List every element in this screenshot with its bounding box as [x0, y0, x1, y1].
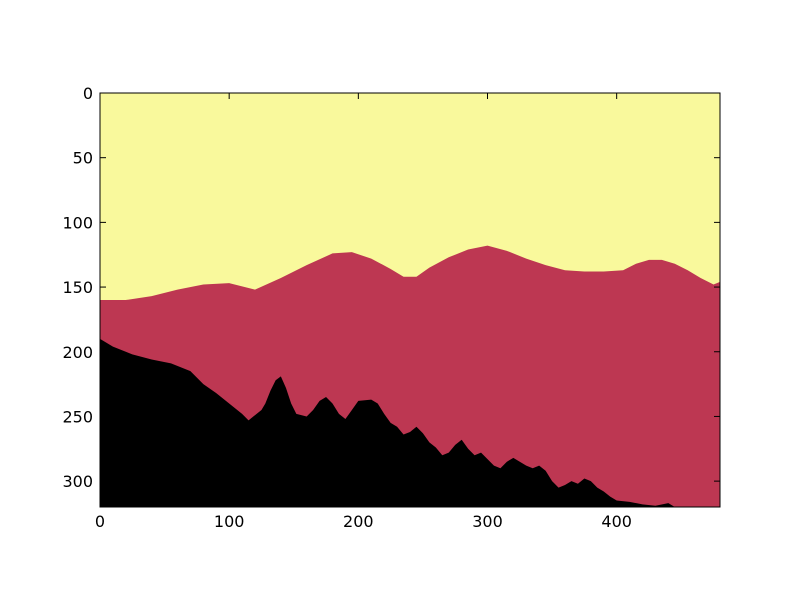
x-tick-label: 300 — [472, 512, 503, 531]
x-tick-label: 200 — [343, 512, 374, 531]
y-tick-label: 50 — [73, 149, 93, 168]
y-tick-label: 100 — [62, 213, 93, 232]
x-tick-label: 400 — [601, 512, 632, 531]
plot-frame — [99, 92, 721, 508]
x-tick-label: 100 — [214, 512, 245, 531]
y-axis: 0 50 100 150 200 250 300 — [62, 84, 720, 491]
foreground-trees-region — [100, 338, 720, 507]
y-tick-label: 200 — [62, 343, 93, 362]
x-tick-label: 0 — [95, 512, 105, 531]
plot-area — [100, 93, 720, 507]
y-tick-label: 150 — [62, 278, 93, 297]
y-tick-label: 300 — [62, 472, 93, 491]
x-axis: 0 100 200 300 400 — [95, 93, 632, 531]
y-tick-label: 250 — [62, 407, 93, 426]
y-tick-label: 0 — [83, 84, 93, 103]
